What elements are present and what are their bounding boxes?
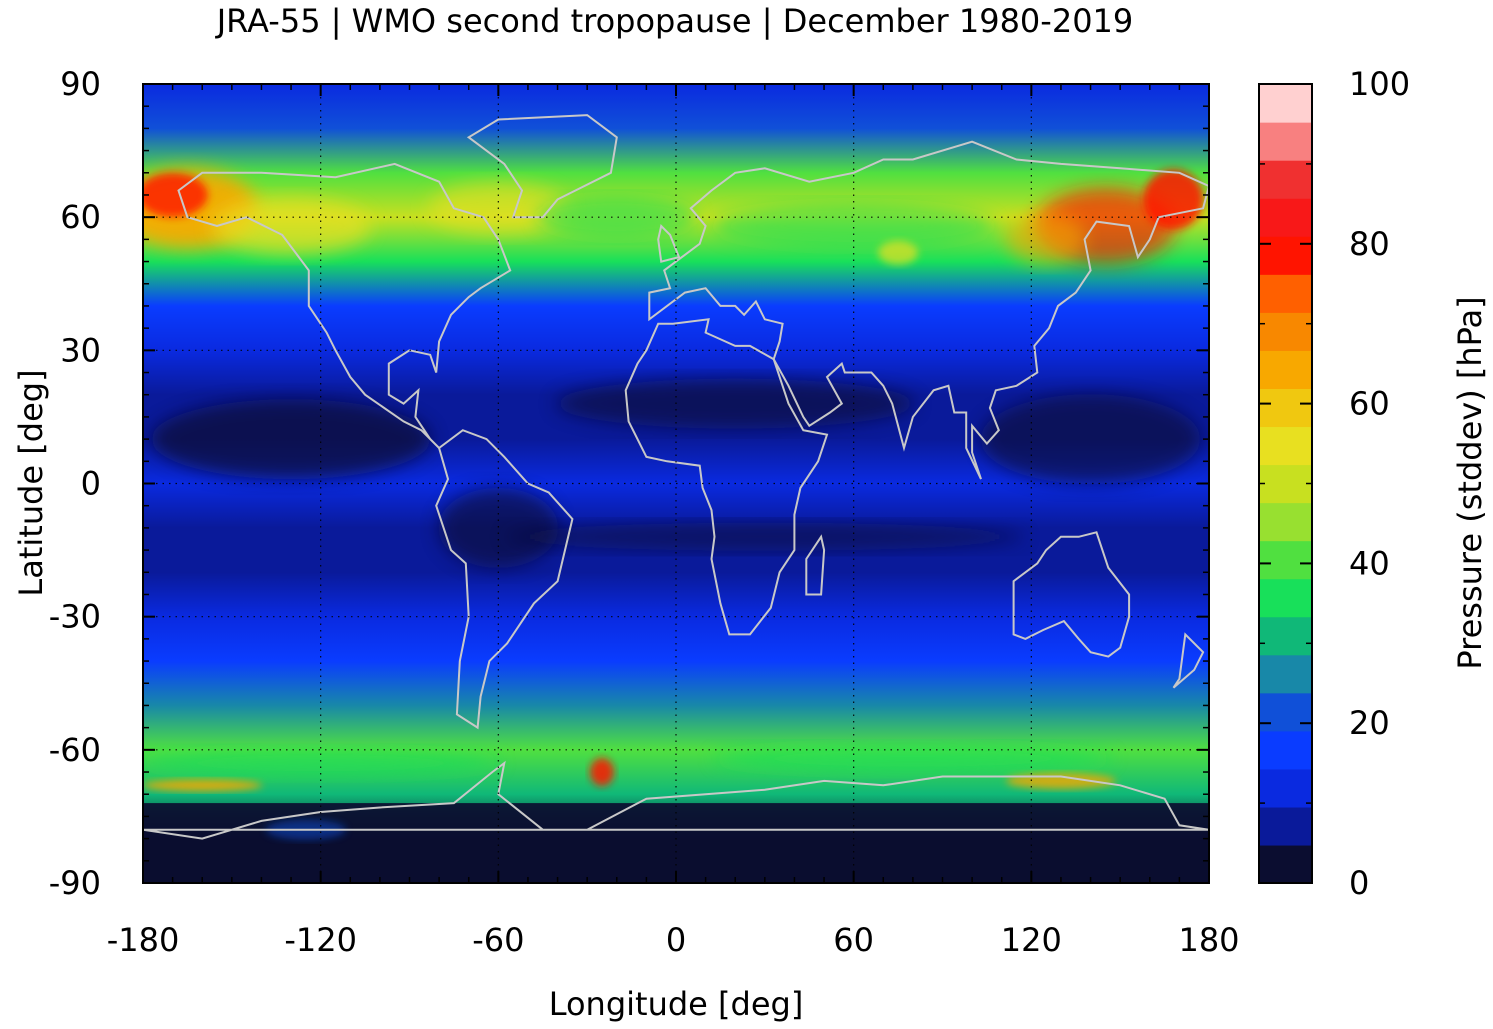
coast-new-zealand <box>1172 632 1205 689</box>
x-axis-label: Longitude [deg] <box>549 985 804 1023</box>
feature-okhotsk <box>1006 214 1087 265</box>
feature-siberia <box>713 204 994 249</box>
x-tick-label: 120 <box>1001 921 1062 959</box>
coast-madagascar <box>805 534 826 596</box>
colorbar-segment <box>1259 730 1312 770</box>
coast-north-america <box>177 162 512 449</box>
feature-amazon-deep <box>438 487 559 568</box>
coast-eurasia <box>648 140 1209 480</box>
colorbar-segment <box>1259 692 1312 732</box>
feature-weddell-spot <box>589 758 614 787</box>
feature-sh-storm-track-east <box>712 744 1113 773</box>
coastlines <box>143 114 1209 840</box>
x-tick-label: -180 <box>107 921 180 959</box>
colorbar-ticks: 0 20 40 60 80 100 <box>1259 65 1410 902</box>
y-tick-label: -30 <box>49 598 101 636</box>
y-tick-label: 90 <box>60 65 101 103</box>
feature-antarctica-deep <box>143 803 1209 883</box>
coast-africa <box>624 318 829 636</box>
colorbar-label: Pressure (stddev) [hPa] <box>1451 296 1489 669</box>
colorbar-tick-label: 100 <box>1349 65 1410 103</box>
colorbar-segment <box>1259 806 1312 846</box>
x-tick-label: -60 <box>472 921 524 959</box>
colorbar <box>1259 84 1312 884</box>
colorbar-segment <box>1259 312 1312 351</box>
colorbar-tick-label: 20 <box>1349 704 1390 742</box>
colorbar-segment <box>1259 236 1312 275</box>
colorbar-segment <box>1259 160 1312 199</box>
x-tick-label: 60 <box>833 921 874 959</box>
y-tick-label: -60 <box>49 731 101 769</box>
chart-title: JRA-55 | WMO second tropopause | Decembe… <box>215 2 1134 40</box>
feature-sahel-deep <box>555 378 916 429</box>
y-tick-label: 60 <box>60 198 101 236</box>
feature-ross-edge <box>143 779 263 792</box>
coast-uk <box>657 224 681 263</box>
colorbar-segment <box>1259 84 1312 123</box>
colorbar-segment <box>1259 198 1312 237</box>
colorbar-tick-label: 40 <box>1349 544 1390 582</box>
colorbar-segment <box>1259 274 1312 313</box>
x-tick-label: 0 <box>666 921 686 959</box>
colorbar-segment <box>1259 502 1312 542</box>
feature-sh-storm-track <box>143 749 501 778</box>
colorbar-segment <box>1259 768 1312 808</box>
coast-greenland <box>466 114 618 219</box>
feature-bering <box>1143 169 1204 230</box>
x-tick-label: -120 <box>284 921 357 959</box>
colorbar-segment <box>1259 122 1312 161</box>
colorbar-segment <box>1259 654 1312 694</box>
colorbar-tick-label: 80 <box>1349 225 1390 263</box>
feature-east-antarctic-edge <box>1005 772 1116 789</box>
feature-alaska-core <box>143 172 208 217</box>
feature-warm-pool-deep <box>980 394 1201 485</box>
coast-south-america <box>435 429 574 730</box>
feature-central-asia <box>878 240 919 265</box>
colorbar-segment <box>1259 426 1312 466</box>
y-tick-label: 0 <box>81 465 101 503</box>
feature-north-atlantic <box>536 197 697 238</box>
colorbar-segment <box>1259 388 1312 428</box>
colorbar-segment <box>1259 844 1312 884</box>
colorbar-tick-label: 0 <box>1349 864 1369 902</box>
coast-australia <box>1012 531 1131 658</box>
feature-east-pacific-deep <box>151 399 432 480</box>
colorbar-segment <box>1259 616 1312 656</box>
coast-antarctica <box>143 760 1209 840</box>
colorbar-segment <box>1259 540 1312 580</box>
colorbar-segment <box>1259 350 1312 389</box>
feature-pacific-nw <box>211 198 372 255</box>
grid-lines <box>143 84 1209 883</box>
feature-southern-tropics-deep <box>504 522 1025 551</box>
y-axis-label: Latitude [deg] <box>12 369 50 596</box>
x-axis-ticks: -180 -120 -60 0 60 120 180 <box>107 84 1240 959</box>
colorbar-tick-label: 60 <box>1349 385 1390 423</box>
colorbar-segment <box>1259 578 1312 618</box>
y-tick-label: -90 <box>49 864 101 902</box>
colorbar-segment <box>1259 464 1312 504</box>
y-axis-ticks: 90 60 30 0 -30 -60 -90 <box>49 65 1209 902</box>
y-tick-label: 30 <box>60 331 101 369</box>
x-tick-label: 180 <box>1178 921 1239 959</box>
